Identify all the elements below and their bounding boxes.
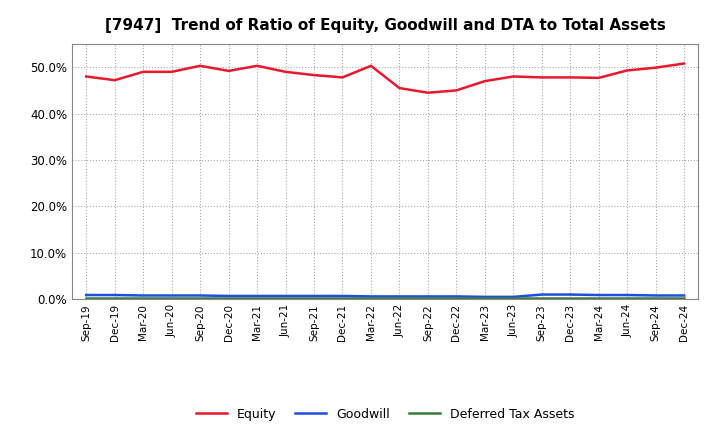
Deferred Tax Assets	[566, 296, 575, 301]
Deferred Tax Assets	[167, 296, 176, 301]
Equity	[196, 63, 204, 69]
Equity	[167, 69, 176, 74]
Goodwill	[338, 293, 347, 299]
Goodwill	[310, 293, 318, 299]
Deferred Tax Assets	[282, 296, 290, 301]
Equity	[423, 90, 432, 95]
Equity	[452, 88, 461, 93]
Deferred Tax Assets	[623, 296, 631, 301]
Goodwill	[82, 293, 91, 298]
Goodwill	[480, 294, 489, 300]
Title: [7947]  Trend of Ratio of Equity, Goodwill and DTA to Total Assets: [7947] Trend of Ratio of Equity, Goodwil…	[105, 18, 665, 33]
Goodwill	[509, 294, 518, 300]
Deferred Tax Assets	[82, 296, 91, 301]
Goodwill	[253, 293, 261, 299]
Goodwill	[566, 292, 575, 297]
Goodwill	[110, 293, 119, 298]
Equity	[310, 73, 318, 78]
Goodwill	[395, 294, 404, 299]
Goodwill	[452, 294, 461, 299]
Equity	[623, 68, 631, 73]
Goodwill	[366, 294, 375, 299]
Goodwill	[167, 293, 176, 298]
Line: Equity: Equity	[86, 63, 684, 93]
Equity	[652, 65, 660, 70]
Legend: Equity, Goodwill, Deferred Tax Assets: Equity, Goodwill, Deferred Tax Assets	[191, 403, 580, 425]
Goodwill	[595, 293, 603, 298]
Goodwill	[196, 293, 204, 298]
Equity	[253, 63, 261, 69]
Deferred Tax Assets	[452, 296, 461, 301]
Deferred Tax Assets	[509, 296, 518, 301]
Equity	[225, 68, 233, 73]
Equity	[82, 74, 91, 79]
Equity	[110, 77, 119, 83]
Deferred Tax Assets	[110, 296, 119, 301]
Equity	[566, 75, 575, 80]
Equity	[139, 69, 148, 74]
Goodwill	[623, 293, 631, 298]
Deferred Tax Assets	[196, 296, 204, 301]
Deferred Tax Assets	[225, 296, 233, 301]
Equity	[282, 69, 290, 74]
Deferred Tax Assets	[338, 296, 347, 301]
Deferred Tax Assets	[680, 296, 688, 301]
Line: Goodwill: Goodwill	[86, 294, 684, 297]
Deferred Tax Assets	[595, 296, 603, 301]
Deferred Tax Assets	[395, 296, 404, 301]
Goodwill	[139, 293, 148, 298]
Goodwill	[680, 293, 688, 298]
Deferred Tax Assets	[423, 296, 432, 301]
Deferred Tax Assets	[310, 296, 318, 301]
Goodwill	[652, 293, 660, 298]
Equity	[395, 85, 404, 91]
Equity	[480, 78, 489, 84]
Goodwill	[537, 292, 546, 297]
Equity	[366, 63, 375, 69]
Deferred Tax Assets	[366, 296, 375, 301]
Deferred Tax Assets	[139, 296, 148, 301]
Equity	[537, 75, 546, 80]
Deferred Tax Assets	[253, 296, 261, 301]
Goodwill	[225, 293, 233, 299]
Deferred Tax Assets	[537, 296, 546, 301]
Deferred Tax Assets	[652, 296, 660, 301]
Equity	[595, 75, 603, 81]
Equity	[680, 61, 688, 66]
Goodwill	[423, 294, 432, 299]
Deferred Tax Assets	[480, 296, 489, 301]
Equity	[509, 74, 518, 79]
Equity	[338, 75, 347, 80]
Goodwill	[282, 293, 290, 299]
